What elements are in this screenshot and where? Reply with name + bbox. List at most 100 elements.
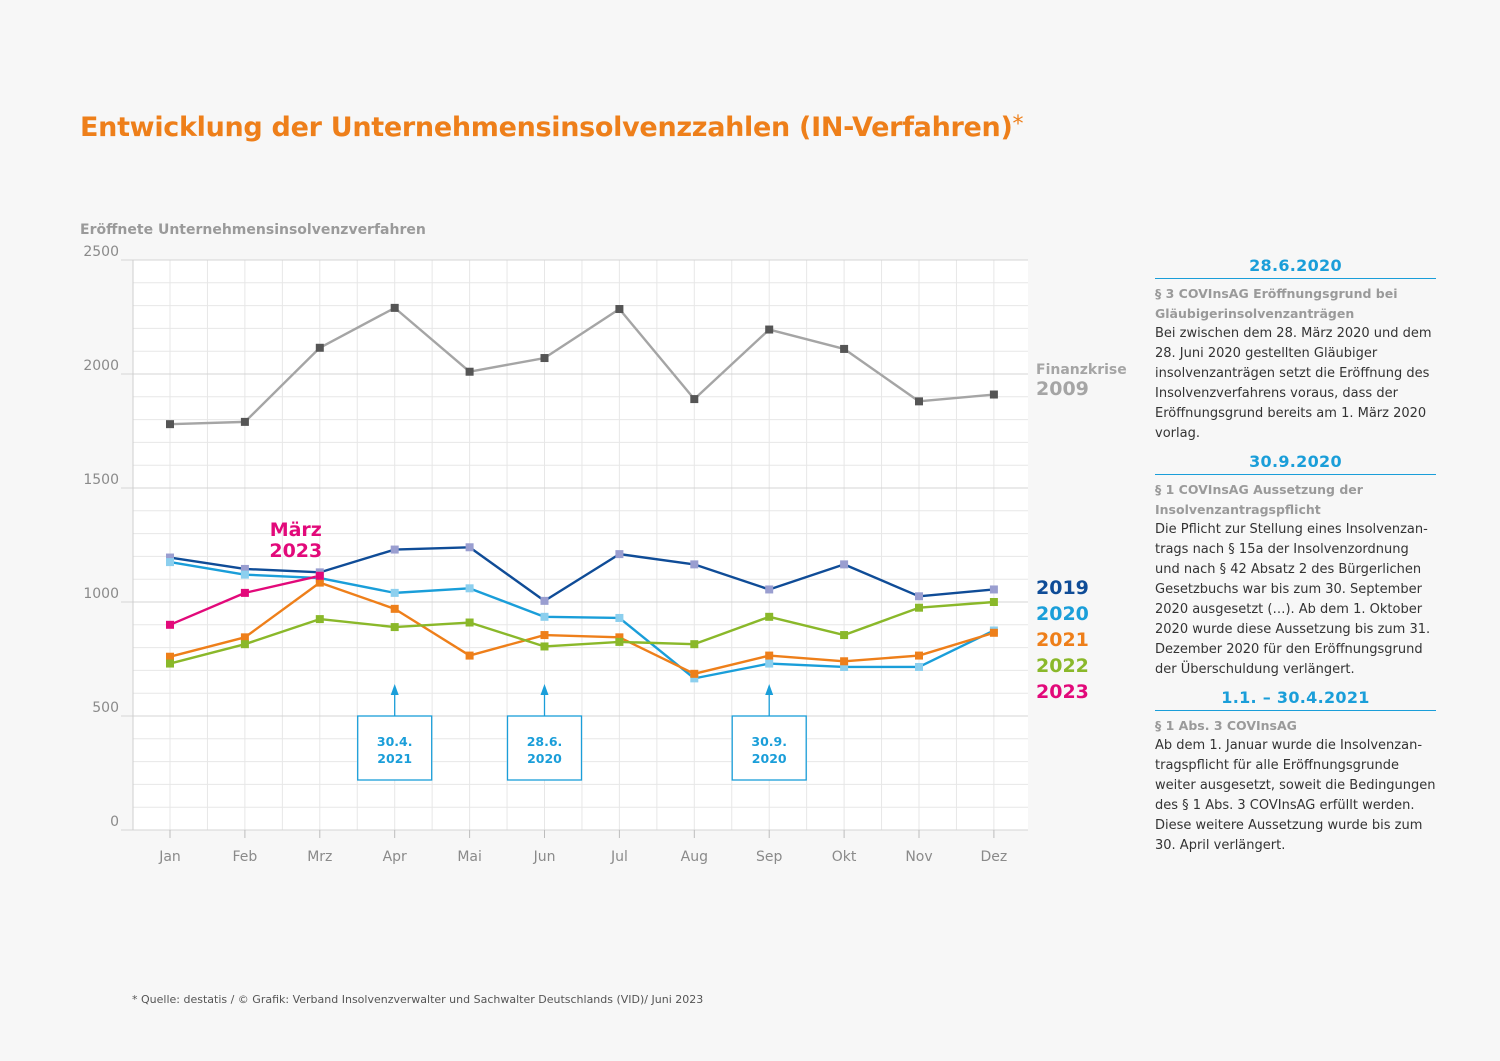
data-point-2009 xyxy=(465,367,474,376)
data-point-2009 xyxy=(390,303,399,312)
data-point-2021 xyxy=(390,604,399,613)
data-point-2020 xyxy=(615,613,624,622)
source-footnote: * Quelle: destatis / © Grafik: Verband I… xyxy=(132,993,704,1006)
series-line-2009 xyxy=(169,306,995,426)
annotation-box-frame xyxy=(506,715,583,781)
data-point-2022 xyxy=(915,603,923,612)
data-point-2021 xyxy=(166,652,174,661)
x-tick-label: Sep xyxy=(756,849,783,865)
x-tick-label: Jul xyxy=(610,849,628,865)
data-point-2021 xyxy=(240,633,249,642)
series-line-2019 xyxy=(169,546,995,603)
x-tick-label: Okt xyxy=(832,849,857,865)
data-point-2022 xyxy=(465,618,474,627)
title-asterisk: * xyxy=(1012,112,1024,137)
annotation-box-frame xyxy=(357,715,433,781)
data-point-2020 xyxy=(540,612,549,621)
annotation-box-apr: 30.4. 2021 xyxy=(357,684,433,781)
data-point-2020 xyxy=(915,662,923,671)
data-point-2019 xyxy=(540,596,549,605)
annotation-box-sep: 30.9. 2020 xyxy=(731,684,807,781)
annotation-box-text: 28.6. xyxy=(527,734,563,749)
data-point-2009 xyxy=(540,354,549,363)
data-point-2019 xyxy=(989,585,998,594)
data-point-2009 xyxy=(765,325,774,334)
legend-label-2023: 2023 xyxy=(1036,681,1089,703)
data-point-2022 xyxy=(166,659,174,668)
data-point-2009 xyxy=(315,343,324,352)
data-point-2021 xyxy=(690,669,699,678)
data-point-2021 xyxy=(765,651,774,660)
annotation-maerz-2023: März xyxy=(270,519,322,541)
annotation-box-text: 2020 xyxy=(752,751,787,766)
legend-label-2009: 2009 xyxy=(1036,378,1089,400)
y-axis-title: Eröffnete Unternehmensinsolvenzverfahren xyxy=(80,222,426,238)
data-point-2019 xyxy=(915,592,923,601)
series-line-2022 xyxy=(169,600,994,665)
data-point-2021 xyxy=(615,633,624,642)
data-point-2020 xyxy=(166,558,174,567)
data-point-2019 xyxy=(690,560,699,569)
y-tick-label: 1500 xyxy=(83,472,119,488)
data-point-2021 xyxy=(465,651,474,660)
data-point-2020 xyxy=(765,659,774,668)
note-text: Ab dem 1. Januar wurde die Insolvenzan­t… xyxy=(1155,738,1436,853)
line-chart: 0 500 1000 1500 2000 2500 Jan Feb Mrz Apr Mai Jun Ju… xyxy=(83,244,1127,865)
data-point-2020 xyxy=(690,674,699,683)
note-heading: § 1 Abs. 3 COVInsAG xyxy=(1155,718,1297,733)
annotation-box-text: 30.9. xyxy=(751,734,787,749)
y-tick-label: 2500 xyxy=(83,244,119,260)
data-point-2022 xyxy=(540,642,549,651)
data-point-2009 xyxy=(989,390,998,399)
data-point-2009 xyxy=(690,395,699,404)
data-point-2023 xyxy=(240,588,249,597)
data-point-2022 xyxy=(315,615,324,624)
data-point-2009 xyxy=(615,305,624,314)
annotation-maerz-2023: 2023 xyxy=(269,540,322,562)
legend-label-2022: 2022 xyxy=(1036,655,1089,677)
data-point-2019 xyxy=(390,545,399,554)
y-tick-label: 2000 xyxy=(83,358,119,374)
legal-notes-sidebar: 28.6.2020 § 3 COVInsAG Eröffnungsgrund b… xyxy=(1155,256,1436,864)
data-point-2019 xyxy=(765,585,774,594)
data-point-2022 xyxy=(690,640,699,649)
note-section-1: 28.6.2020 § 3 COVInsAG Eröffnungsgrund b… xyxy=(1155,256,1436,444)
data-point-2022 xyxy=(840,631,849,640)
note-heading: § 3 COVInsAG Eröffnungsgrund bei Gläubig… xyxy=(1155,286,1398,321)
legend-label-finanzkrise: Finanzkrise xyxy=(1036,362,1127,378)
y-tick-label: 0 xyxy=(110,814,119,830)
data-point-2022 xyxy=(240,640,249,649)
data-point-2022 xyxy=(765,612,774,621)
data-point-2020 xyxy=(390,588,399,597)
data-point-2019 xyxy=(240,564,249,573)
annotation-box-text: 2020 xyxy=(527,751,562,766)
note-heading: § 1 COVInsAG Aussetzung der Insolvenz­an… xyxy=(1155,482,1363,517)
annotation-box-text: 30.4. xyxy=(377,734,413,749)
x-tick-label: Apr xyxy=(383,849,407,865)
data-point-2021 xyxy=(840,657,849,666)
note-date: 28.6.2020 xyxy=(1155,256,1436,279)
annotation-box-frame xyxy=(731,715,807,781)
annotation-box-text: 2021 xyxy=(377,751,412,766)
annotation-arrow-head xyxy=(390,684,399,695)
data-point-2020 xyxy=(240,570,249,579)
data-point-2009 xyxy=(915,397,923,406)
data-point-2009 xyxy=(840,344,849,353)
x-tick-label: Aug xyxy=(681,849,708,865)
data-point-2022 xyxy=(615,637,624,646)
data-point-2009 xyxy=(166,420,174,429)
data-point-2022 xyxy=(390,623,399,632)
data-point-2020 xyxy=(840,662,849,671)
legend-label-2019: 2019 xyxy=(1036,577,1089,599)
x-tick-label: Mrz xyxy=(307,849,332,865)
x-tick-label: Jun xyxy=(533,849,556,865)
legend-label-2020: 2020 xyxy=(1036,603,1089,625)
data-point-2022 xyxy=(989,598,998,606)
legend-label-2021: 2021 xyxy=(1036,629,1089,651)
data-point-2019 xyxy=(840,560,849,569)
annotation-arrow-head xyxy=(765,684,774,695)
data-point-2019 xyxy=(166,553,174,562)
x-tick-label: Jan xyxy=(158,849,181,865)
y-tick-label: 500 xyxy=(92,700,119,716)
data-point-2023 xyxy=(166,620,174,629)
